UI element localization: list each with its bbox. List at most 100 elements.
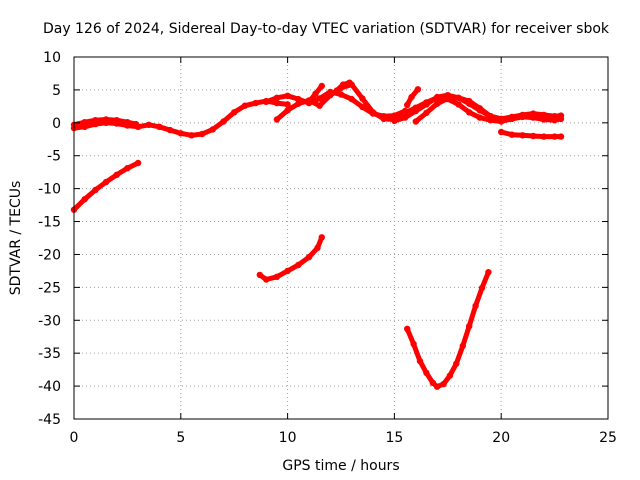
data-point-arc-12 — [508, 113, 516, 121]
data-point-arc-3 — [102, 178, 110, 186]
data-point-arc-5 — [348, 95, 355, 103]
data-point-arc-13 — [530, 132, 537, 140]
y-tick-label: -40 — [38, 379, 61, 395]
data-point-arc-5 — [273, 94, 281, 102]
data-point-arc-14 — [459, 342, 466, 350]
data-point-arc-12 — [433, 100, 441, 107]
y-tick-label: 10 — [43, 50, 61, 66]
y-tick-label: -45 — [38, 412, 61, 428]
series-line-arc-4 — [257, 234, 325, 282]
data-point-arc-5 — [316, 95, 323, 102]
data-point-arc-8 — [339, 81, 347, 88]
data-point-arc-10 — [466, 109, 473, 116]
data-point-arc-1 — [209, 126, 216, 133]
data-point-arc-2 — [113, 117, 120, 124]
data-point-arc-14 — [416, 357, 424, 365]
data-point-arc-4 — [295, 261, 302, 269]
plot-frame — [73, 56, 609, 420]
x-tick-label: 20 — [492, 430, 510, 446]
data-point-arc-1 — [284, 101, 291, 108]
data-point-arc-12 — [455, 94, 462, 102]
data-point-arc-6 — [316, 102, 323, 109]
data-point-arc-14 — [410, 340, 417, 348]
y-tick-label: -35 — [38, 346, 61, 362]
series-line-arc-14 — [404, 269, 491, 390]
data-point-arc-14 — [433, 383, 441, 390]
data-point-arc-4 — [318, 234, 325, 241]
data-point-arc-1 — [252, 99, 259, 107]
x-tick-label: 10 — [279, 430, 297, 446]
data-point-arc-3 — [134, 159, 142, 167]
data-point-arc-12 — [466, 97, 473, 105]
data-point-arc-1 — [273, 99, 281, 107]
data-point-arc-8 — [346, 79, 353, 86]
data-point-arc-5 — [263, 98, 270, 106]
data-point-arc-2 — [102, 116, 110, 123]
data-point-arc-2 — [124, 119, 131, 126]
data-point-arc-6 — [380, 115, 387, 123]
data-point-arc-7 — [305, 98, 313, 106]
data-point-arc-13 — [557, 133, 565, 140]
data-point-arc-4 — [314, 244, 321, 252]
tick-layer — [73, 56, 609, 420]
data-point-arc-11 — [423, 101, 430, 108]
data-point-arc-12 — [487, 113, 494, 120]
data-point-arc-5 — [284, 92, 291, 100]
data-point-arc-5 — [337, 91, 345, 98]
y-tick-label: 5 — [52, 83, 61, 99]
y-tick-label: -10 — [38, 182, 61, 198]
data-point-arc-12 — [530, 110, 537, 117]
data-point-arc-1 — [188, 132, 195, 139]
x-tick-label: 5 — [176, 430, 185, 446]
y-tick-label: -25 — [38, 280, 61, 296]
data-point-arc-9 — [408, 93, 415, 101]
data-point-arc-14 — [404, 325, 411, 332]
y-tick-label: -5 — [47, 149, 61, 165]
data-point-arc-14 — [446, 372, 454, 379]
x-axis-label: GPS time / hours — [282, 458, 399, 474]
data-point-arc-14 — [453, 360, 460, 367]
data-point-arc-1 — [81, 123, 88, 130]
data-point-arc-1 — [166, 126, 174, 134]
data-point-arc-12 — [551, 113, 558, 120]
data-point-arc-14 — [466, 323, 473, 330]
data-point-arc-2 — [92, 117, 99, 124]
data-point-arc-14 — [440, 380, 447, 388]
data-point-arc-13 — [498, 128, 505, 136]
data-point-arc-13 — [519, 132, 526, 139]
data-point-arc-1 — [220, 118, 227, 125]
data-point-arc-3 — [81, 196, 88, 203]
data-point-arc-6 — [369, 109, 377, 116]
data-point-arc-13 — [551, 133, 558, 140]
data-point-arc-12 — [540, 111, 548, 119]
data-point-arc-6 — [295, 100, 302, 107]
y-tick-label: -15 — [38, 215, 61, 231]
data-point-arc-4 — [305, 253, 313, 261]
y-tick-label: 0 — [52, 116, 61, 132]
data-point-arc-13 — [540, 133, 548, 140]
data-point-arc-14 — [485, 269, 492, 276]
y-tick-label: -20 — [38, 247, 61, 263]
tick-label-layer: 0 5 10 15 20 25 10 5 0 -5 -10 -15 -20 -25 -30 -35 -40 -45 — [38, 50, 617, 446]
data-point-arc-4 — [256, 271, 263, 279]
data-point-arc-10 — [455, 101, 462, 108]
data-point-arc-13 — [508, 131, 516, 138]
y-axis-label: SDTVAR / TECUs — [8, 181, 24, 296]
x-tick-label: 0 — [70, 430, 79, 446]
y-tick-label: -30 — [38, 313, 61, 329]
data-point-arc-11 — [412, 107, 419, 115]
data-point-arc-10 — [476, 114, 483, 121]
data-point-arc-14 — [423, 369, 430, 377]
data-point-arc-1 — [145, 121, 152, 128]
data-point-arc-12 — [476, 105, 483, 112]
x-tick-label: 15 — [385, 430, 403, 446]
data-point-arc-7 — [318, 82, 325, 90]
data-point-arc-1 — [241, 102, 249, 109]
data-point-arc-6 — [273, 116, 281, 123]
data-point-arc-6 — [284, 107, 291, 114]
data-point-arc-3 — [92, 186, 99, 194]
data-point-arc-14 — [478, 284, 486, 292]
data-point-arc-9 — [414, 86, 422, 93]
